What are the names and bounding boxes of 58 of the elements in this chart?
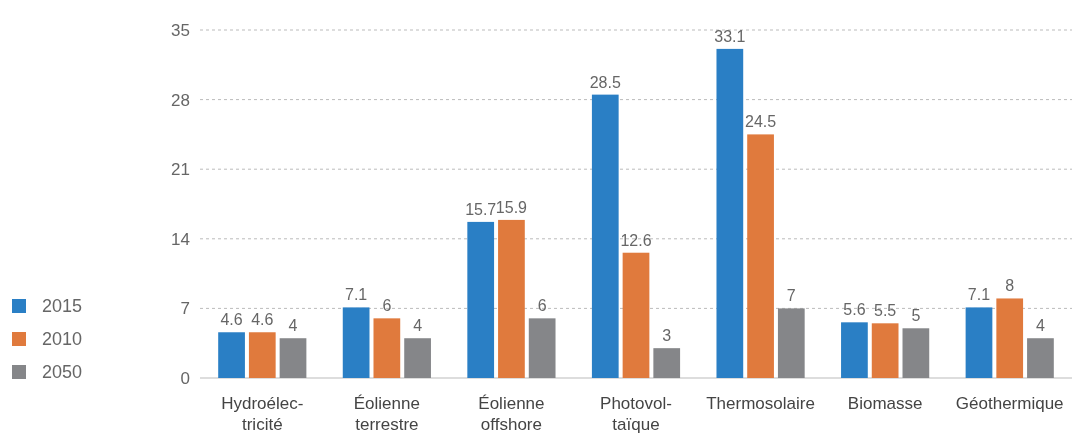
legend-label: 2050 — [42, 362, 83, 382]
bar — [1027, 338, 1054, 378]
data-label: 7.1 — [967, 286, 991, 304]
bar — [373, 318, 401, 378]
x-tick-label: Éolienne offshore — [478, 394, 545, 434]
bar — [498, 219, 525, 378]
legend-label: 2015 — [42, 296, 83, 316]
y-tick-label: 21 — [171, 160, 190, 180]
bar — [653, 348, 681, 378]
y-tick-label: 14 — [171, 229, 190, 249]
bar — [342, 307, 370, 378]
data-label: 3 — [662, 327, 672, 345]
data-label: 5 — [911, 307, 921, 325]
data-label: 6 — [537, 297, 547, 315]
bar — [248, 332, 276, 378]
x-tick-label: Thermosolaire — [706, 394, 815, 413]
x-tick-label: Géothermique — [955, 394, 1064, 413]
data-label: 28.5 — [589, 73, 621, 91]
data-label: 4.6 — [251, 311, 274, 329]
bar — [467, 221, 495, 378]
data-label: 15.9 — [495, 198, 528, 216]
bar — [902, 328, 930, 378]
bar — [279, 338, 307, 378]
x-tick-label: Éolienne terrestre — [353, 394, 420, 434]
data-label: 6 — [382, 297, 392, 315]
legend-label: 2010 — [42, 329, 83, 349]
bar — [996, 298, 1024, 378]
bar — [871, 323, 899, 378]
y-tick-label: 7 — [180, 299, 190, 319]
bar — [716, 48, 744, 378]
data-label: 5.5 — [874, 302, 897, 320]
data-label: 7.1 — [345, 286, 368, 304]
bar — [591, 94, 619, 378]
data-label: 12.6 — [620, 231, 652, 249]
data-label: 4 — [413, 317, 423, 335]
data-label: 7 — [786, 287, 796, 305]
bar — [777, 308, 805, 378]
y-tick-label: 28 — [171, 90, 190, 110]
bar — [528, 318, 556, 378]
bar — [218, 332, 245, 378]
x-tick-label: Hydroélec- tricité — [221, 394, 304, 434]
data-label: 33.1 — [714, 27, 746, 45]
bar — [747, 134, 774, 378]
data-label: 4.6 — [220, 311, 243, 329]
bar — [622, 252, 650, 378]
data-label: 5.6 — [843, 301, 866, 319]
y-tick-label: 0 — [180, 369, 190, 388]
data-label: 8 — [1005, 277, 1015, 295]
data-label: 24.5 — [745, 113, 777, 131]
x-tick-label: Biomasse — [847, 394, 923, 413]
data-label: 15.7 — [465, 200, 497, 218]
bar — [404, 338, 431, 378]
data-label: 4 — [288, 317, 298, 335]
y-tick-label: 35 — [171, 21, 190, 40]
bar — [841, 322, 868, 378]
data-label: 4 — [1035, 317, 1045, 335]
x-tick-label: Photovol- taïque — [600, 394, 672, 434]
bar — [965, 307, 993, 378]
